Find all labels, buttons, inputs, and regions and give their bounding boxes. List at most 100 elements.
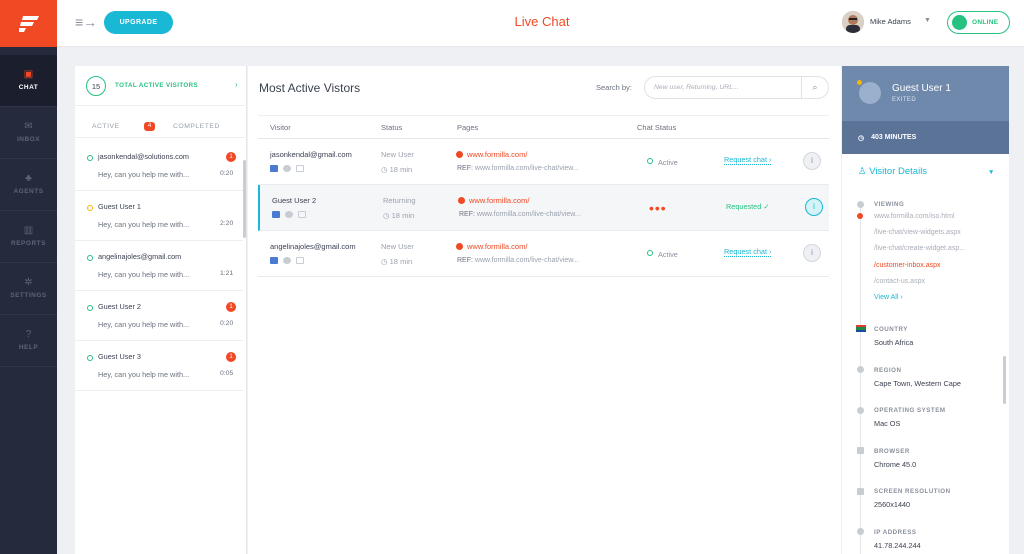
online-toggle[interactable]: ONLINE [947, 11, 1010, 34]
logo[interactable] [0, 0, 57, 47]
resolution-value: 2560x1440 [874, 500, 911, 509]
help-icon: ? [25, 329, 32, 340]
apple-icon [285, 211, 293, 218]
active-dot [647, 158, 653, 164]
device-icons [272, 211, 306, 218]
search-input[interactable]: New user, Returning, URL... [644, 76, 802, 99]
sidebar-item-reports[interactable]: ▥ REPORTS [0, 211, 57, 263]
flag-icon [272, 211, 280, 218]
sidebar-item-agents[interactable]: ♣ AGENTS [0, 159, 57, 211]
page-icon [458, 197, 465, 204]
duration-value: 18 min [391, 211, 415, 220]
table-row[interactable]: Guest User 2 Returning ◷ 18 min www.form… [258, 185, 829, 231]
viewed-page[interactable]: www.formilla.com/iso.html [874, 213, 955, 220]
menu-toggle-icon[interactable]: ≡→ [75, 14, 98, 30]
chevron-down-icon[interactable]: ▼ [924, 17, 931, 24]
sidebar-item-inbox[interactable]: ✉ INBOX [0, 107, 57, 159]
gear-icon: ✲ [24, 277, 33, 288]
visitor-count: 15 [86, 76, 106, 96]
browser-icon [857, 447, 864, 454]
logo-icon [18, 15, 39, 32]
conversation-item[interactable]: angelinajoles@gmail.com Hey, can you hel… [75, 241, 243, 291]
total-active-visitors[interactable]: 15 TOTAL ACTIVE VISITORS › [75, 66, 247, 106]
inbox-icon: ✉ [24, 121, 33, 132]
column-header: Visitor [270, 123, 291, 132]
viewed-page[interactable]: /customer-inbox.aspx [874, 262, 941, 269]
status-dot [87, 205, 93, 211]
table-row[interactable]: jasonkendal@gmail.com New User ◷ 18 min … [258, 139, 829, 185]
search-icon: ⌕ [812, 82, 818, 92]
user-name[interactable]: Mike Adams [870, 17, 911, 26]
online-label: ONLINE [972, 19, 999, 26]
requested-label: Requested ✓ [726, 202, 770, 211]
region-value: Cape Town, Western Cape [874, 379, 961, 388]
sidebar: ▣ CHAT ✉ INBOX ♣ AGENTS ▥ REPORTS ✲ SETT… [0, 0, 57, 554]
conversation-item[interactable]: Guest User 2 1 Hey, can you help me with… [75, 291, 243, 341]
visitors-panel: 15 TOTAL ACTIVE VISITORS › ACTIVE 4 COMP… [75, 66, 247, 554]
info-icon[interactable]: i [803, 244, 821, 262]
sidebar-item-label: REPORTS [11, 240, 46, 247]
page-link[interactable]: www.formilla.com/ [467, 242, 528, 251]
referrer: REF: www.formilla.com/live-chat/view... [459, 211, 581, 218]
page-title: Live Chat [514, 14, 570, 29]
sidebar-item-settings[interactable]: ✲ SETTINGS [0, 263, 57, 315]
ref-label: REF: [459, 211, 475, 218]
table-row[interactable]: angelinajoles@gmail.com New User ◷ 18 mi… [258, 231, 829, 277]
visitor-state: EXITED [892, 97, 917, 103]
upgrade-button[interactable]: UPGRADE [104, 11, 173, 34]
search-label: Search by: [596, 83, 632, 92]
ip-value: 41.78.244.244 [874, 541, 921, 550]
sidebar-item-help[interactable]: ? HELP [0, 315, 57, 367]
scrollbar[interactable] [243, 160, 246, 238]
search-button[interactable]: ⌕ [801, 76, 829, 99]
agents-icon: ♣ [25, 173, 32, 184]
request-chat-link[interactable]: Request chat › [724, 247, 772, 257]
column-header: Pages [457, 123, 479, 132]
browser-label: BROWSER [874, 448, 910, 455]
sidebar-item-chat[interactable]: ▣ CHAT [0, 55, 57, 107]
sidebar-item-label: CHAT [18, 84, 39, 91]
viewed-page[interactable]: /live-chat/create-widget.asp... [874, 245, 966, 252]
chat-icon: ▣ [23, 69, 34, 80]
conversation-preview: Hey, can you help me with... [98, 270, 190, 279]
viewed-page[interactable]: /contact-us.aspx [874, 278, 925, 285]
device-icons [270, 165, 304, 172]
page-link[interactable]: www.formilla.com/ [467, 150, 528, 159]
status-dot [87, 255, 93, 261]
scrollbar[interactable] [1003, 356, 1006, 404]
sidebar-item-label: HELP [18, 344, 39, 351]
conversation-preview: Hey, can you help me with... [98, 370, 190, 379]
tab-completed[interactable]: COMPLETED [173, 123, 220, 130]
ip-label: IP ADDRESS [874, 529, 917, 536]
chevron-down-icon[interactable]: ▼ [988, 169, 995, 176]
conversation-item[interactable]: jasonkendal@solutions.com 1 Hey, can you… [75, 141, 243, 191]
conversation-item[interactable]: Guest User 3 1 Hey, can you help me with… [75, 341, 243, 391]
resolution-label: SCREEN RESOLUTION [874, 488, 951, 495]
apple-icon [857, 407, 864, 414]
section-title: Most Active Vistors [259, 81, 361, 95]
sidebar-item-label: INBOX [16, 136, 41, 143]
visitor-details-toggle[interactable]: ♙ Visitor Details [858, 166, 928, 177]
conversation-preview: Hey, can you help me with... [98, 220, 190, 229]
conversation-item[interactable]: Guest User 1 Hey, can you help me with..… [75, 191, 243, 241]
status-dot [87, 355, 93, 361]
page-link[interactable]: www.formilla.com/ [469, 196, 530, 205]
location-icon [857, 366, 864, 373]
visitor-name: jasonkendal@gmail.com [270, 150, 352, 159]
visit-duration: ◷ 18 min [381, 257, 413, 266]
request-chat-link[interactable]: Request chat › [724, 155, 772, 165]
info-icon[interactable]: i [805, 198, 823, 216]
info-icon[interactable]: i [803, 152, 821, 170]
visit-duration: ◷ 18 min [381, 165, 413, 174]
os-value: Mac OS [874, 419, 901, 428]
view-all-link[interactable]: View All › [874, 294, 903, 301]
conversation-time: 0:05 [220, 370, 234, 377]
avatar[interactable] [842, 11, 864, 33]
active-dot [647, 250, 653, 256]
os-label: OPERATING SYSTEM [874, 407, 946, 414]
tab-active[interactable]: ACTIVE [92, 123, 120, 130]
browser-icon [296, 257, 304, 264]
conversation-name: Guest User 2 [98, 302, 141, 311]
viewed-page[interactable]: /live-chat/view-widgets.aspx [874, 229, 961, 236]
visit-duration: ◷ 18 min [383, 211, 415, 220]
